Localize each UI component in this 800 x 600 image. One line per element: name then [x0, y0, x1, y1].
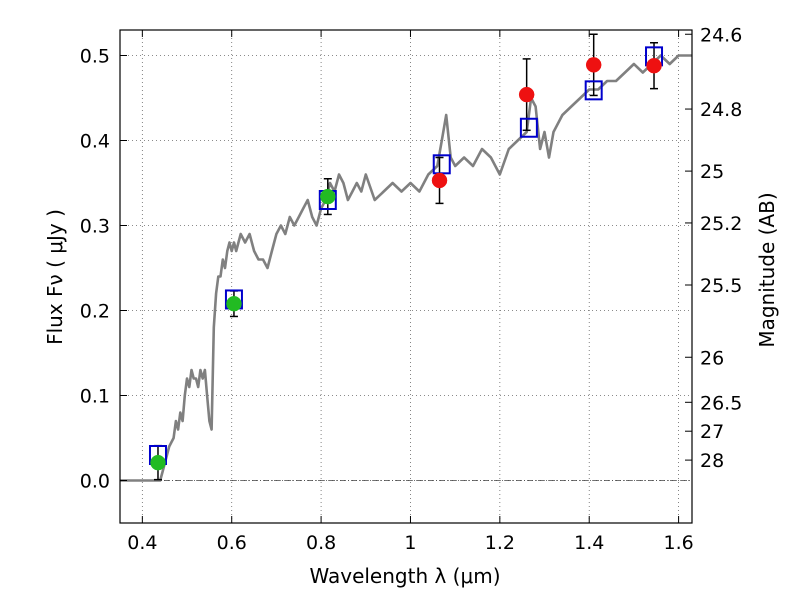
- y-tick-label: 0.3: [80, 216, 110, 238]
- y2-axis-label: Magnitude (AB): [755, 192, 779, 347]
- plot-frame: [119, 29, 693, 524]
- x-axis-label: Wavelength λ (μm): [309, 564, 500, 588]
- axis-ticks: 0.4 0.6 0.8 1 1.2 1.4 1.6 0.0 0.1 0.2 0.3 0.4 0.5 24.…: [80, 24, 743, 554]
- x-axis-label-text: Wavelength λ (μm): [309, 564, 500, 588]
- y2-tick-label: 24.8: [700, 99, 742, 121]
- y-tick-label: 0.1: [80, 386, 110, 408]
- observed-flux-point: [518, 86, 535, 103]
- y-tick-label: 0.4: [80, 131, 110, 153]
- x-tick-label: 0.6: [217, 532, 247, 554]
- observed-flux-point: [320, 188, 336, 205]
- x-tick-label: 0.8: [306, 532, 336, 554]
- x-tick-label: 1: [404, 532, 416, 554]
- y2-axis-label-text: Magnitude (AB): [755, 192, 779, 347]
- x-tick-label: 1.4: [574, 532, 604, 554]
- model-photometry-square: [584, 80, 603, 101]
- x-tick-label: 1.2: [485, 532, 515, 554]
- observed-flux-point: [646, 57, 662, 74]
- x-tick-label: 0.4: [127, 532, 157, 554]
- observed-flux-point: [431, 172, 448, 189]
- y2-tick-label: 25.5: [700, 275, 742, 297]
- y-tick-label: 0.0: [80, 471, 110, 493]
- observed-flux-point: [226, 295, 242, 312]
- grid-lines: [120, 30, 692, 523]
- y-axis-label: Flux Fν ( μJy ): [43, 209, 67, 345]
- y2-tick-label: 26.5: [700, 392, 742, 414]
- y2-tick-label: 25: [700, 161, 724, 183]
- y2-tick-label: 28: [700, 450, 724, 472]
- model-spectrum-line: [120, 54, 692, 482]
- y2-tick-label: 24.6: [700, 24, 742, 46]
- observed-flux-point: [585, 57, 602, 73]
- y2-tick-label: 25.2: [700, 213, 742, 235]
- model-photometry-square: [519, 117, 538, 138]
- y-axis-label-text: Flux Fν ( μJy ): [43, 209, 67, 345]
- y2-tick-label: 26: [700, 347, 724, 369]
- y-tick-label: 0.2: [80, 301, 110, 323]
- y-tick-label: 0.5: [80, 46, 110, 68]
- plot-area: [120, 33, 692, 482]
- x-tick-label: 1.6: [663, 532, 693, 554]
- observed-flux-point: [150, 454, 166, 471]
- y2-tick-label: 27: [700, 421, 724, 443]
